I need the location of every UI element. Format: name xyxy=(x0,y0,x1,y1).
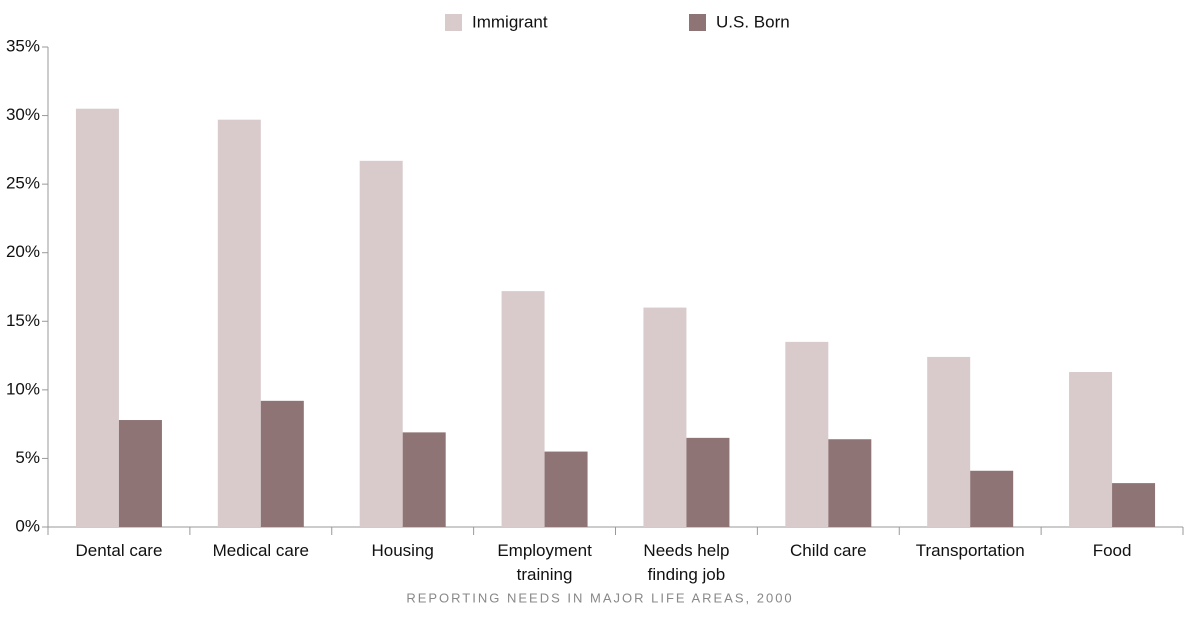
bar xyxy=(402,432,446,527)
legend-label: Immigrant xyxy=(472,12,548,31)
x-tick-label: Dental care xyxy=(75,541,162,560)
bar xyxy=(359,160,403,528)
y-tick-label: 5% xyxy=(15,448,40,467)
y-tick-label: 10% xyxy=(6,379,40,398)
bar xyxy=(1112,483,1156,527)
y-tick-label: 35% xyxy=(6,36,40,55)
bar xyxy=(118,420,162,527)
bar xyxy=(686,437,730,527)
bar xyxy=(501,291,545,527)
bar xyxy=(217,119,261,527)
bar xyxy=(828,439,872,527)
legend-swatch xyxy=(689,14,706,31)
chart-caption: REPORTING NEEDS IN MAJOR LIFE AREAS, 200… xyxy=(406,590,793,605)
legend-label: U.S. Born xyxy=(716,12,790,31)
x-tick-label: Food xyxy=(1093,541,1132,560)
y-tick-label: 20% xyxy=(6,242,40,261)
x-tick-label: Employment training xyxy=(497,541,592,584)
bar xyxy=(544,451,588,527)
x-tick-label: Transportation xyxy=(916,541,1025,560)
bar xyxy=(970,470,1014,527)
bar xyxy=(927,356,971,527)
x-tick-label: Needs help finding job xyxy=(643,541,729,584)
bar xyxy=(785,341,829,527)
bar xyxy=(260,400,304,527)
y-tick-label: 0% xyxy=(15,516,40,535)
legend-swatch xyxy=(445,14,462,31)
y-tick-label: 30% xyxy=(6,105,40,124)
bar xyxy=(1069,372,1113,527)
y-tick-label: 25% xyxy=(6,174,40,193)
bar xyxy=(643,307,687,527)
y-tick-label: 15% xyxy=(6,311,40,330)
x-tick-label: Medical care xyxy=(213,541,309,560)
x-tick-label: Housing xyxy=(372,541,434,560)
bar xyxy=(75,108,119,527)
x-tick-label: Child care xyxy=(790,541,867,560)
